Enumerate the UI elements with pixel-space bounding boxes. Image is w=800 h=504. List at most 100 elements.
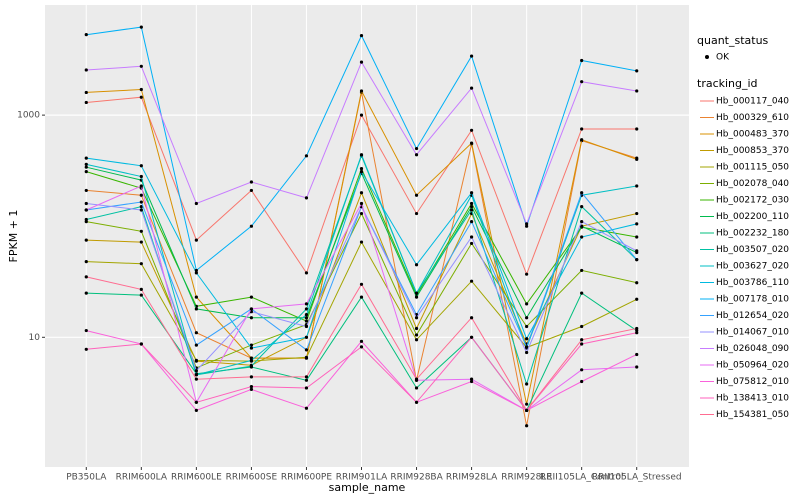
point	[139, 184, 143, 188]
point	[84, 328, 88, 333]
x-tick-label: RRIM901LA	[336, 473, 388, 483]
point	[139, 262, 143, 266]
point	[525, 316, 529, 320]
point	[359, 191, 364, 195]
point	[84, 201, 88, 206]
point	[359, 33, 364, 38]
point	[249, 307, 254, 311]
point	[84, 188, 88, 193]
point	[580, 324, 584, 329]
point	[139, 64, 143, 68]
x-tick-label: RRIM928BA	[390, 473, 443, 483]
point	[249, 346, 254, 350]
point	[414, 193, 419, 197]
status-legend-title: quant_status	[697, 34, 769, 47]
point	[84, 217, 88, 222]
point	[359, 295, 364, 299]
point	[139, 164, 143, 168]
legend-label: Hb_003786_110	[716, 278, 789, 288]
point	[139, 174, 143, 179]
legend-label: Hb_002172_030	[716, 196, 789, 206]
point	[84, 162, 88, 167]
point	[469, 128, 474, 132]
point	[414, 400, 419, 404]
point	[359, 282, 364, 286]
point	[469, 235, 474, 239]
point	[194, 369, 198, 373]
legend-label: Hb_000853_370	[716, 146, 789, 156]
point	[414, 386, 419, 390]
point	[304, 316, 309, 320]
point	[580, 138, 584, 142]
point	[249, 375, 254, 379]
point	[194, 271, 198, 275]
point	[139, 205, 143, 209]
point	[304, 386, 309, 390]
point	[469, 379, 474, 384]
point	[194, 295, 198, 299]
point	[580, 58, 584, 63]
legend-label: Hb_075812_010	[716, 377, 789, 387]
status-legend-key	[705, 55, 709, 59]
point	[635, 331, 639, 335]
point	[580, 268, 584, 273]
point	[304, 302, 309, 306]
point	[359, 60, 364, 64]
legend-label: Hb_012654_020	[716, 311, 789, 321]
point	[635, 211, 639, 216]
x-tick-label: RRIM600SE	[226, 473, 278, 483]
point	[525, 222, 529, 226]
point	[304, 335, 309, 339]
point	[580, 338, 584, 342]
point	[635, 249, 639, 253]
point	[580, 368, 584, 372]
x-tick-label: PB350LA	[66, 473, 107, 483]
point	[359, 240, 364, 244]
point	[414, 153, 419, 157]
legend-label: Hb_002232_180	[716, 229, 789, 239]
legend-label: Hb_154381_050	[716, 410, 789, 420]
point	[84, 156, 88, 160]
point	[469, 201, 474, 206]
point	[139, 208, 143, 212]
legend-label: Hb_014067_010	[716, 328, 789, 338]
point	[359, 170, 364, 174]
legend-label: Hb_000329_610	[716, 113, 789, 123]
point	[84, 170, 88, 174]
point	[469, 191, 474, 195]
point	[249, 384, 254, 389]
x-tick-label: RRIM928LE	[501, 473, 552, 483]
point	[194, 400, 198, 404]
point	[414, 211, 419, 216]
point	[525, 382, 529, 386]
y-tick-label: 10	[29, 333, 41, 343]
point	[249, 295, 254, 299]
point	[469, 205, 474, 209]
point	[635, 352, 639, 357]
x-tick-label: RRII105LA_Control	[540, 473, 623, 483]
point	[580, 127, 584, 131]
point	[304, 313, 309, 317]
legend-label: Hb_000483_370	[716, 130, 789, 140]
point	[84, 208, 88, 212]
point	[414, 263, 419, 267]
point	[139, 287, 143, 291]
point	[580, 191, 584, 195]
point	[304, 154, 309, 158]
point	[84, 275, 88, 279]
point	[469, 54, 474, 58]
point	[304, 375, 309, 379]
point	[580, 220, 584, 224]
x-tick-label: RRIM928LA	[446, 473, 498, 483]
legend-label: Hb_003627_020	[716, 262, 789, 272]
point	[525, 272, 529, 276]
legend-label: Hb_003507_020	[716, 245, 789, 255]
point	[84, 165, 88, 169]
point	[414, 146, 419, 151]
point	[525, 345, 529, 349]
point	[249, 188, 254, 193]
point	[304, 324, 309, 329]
point	[414, 295, 419, 299]
point	[249, 316, 254, 320]
point	[249, 358, 254, 362]
